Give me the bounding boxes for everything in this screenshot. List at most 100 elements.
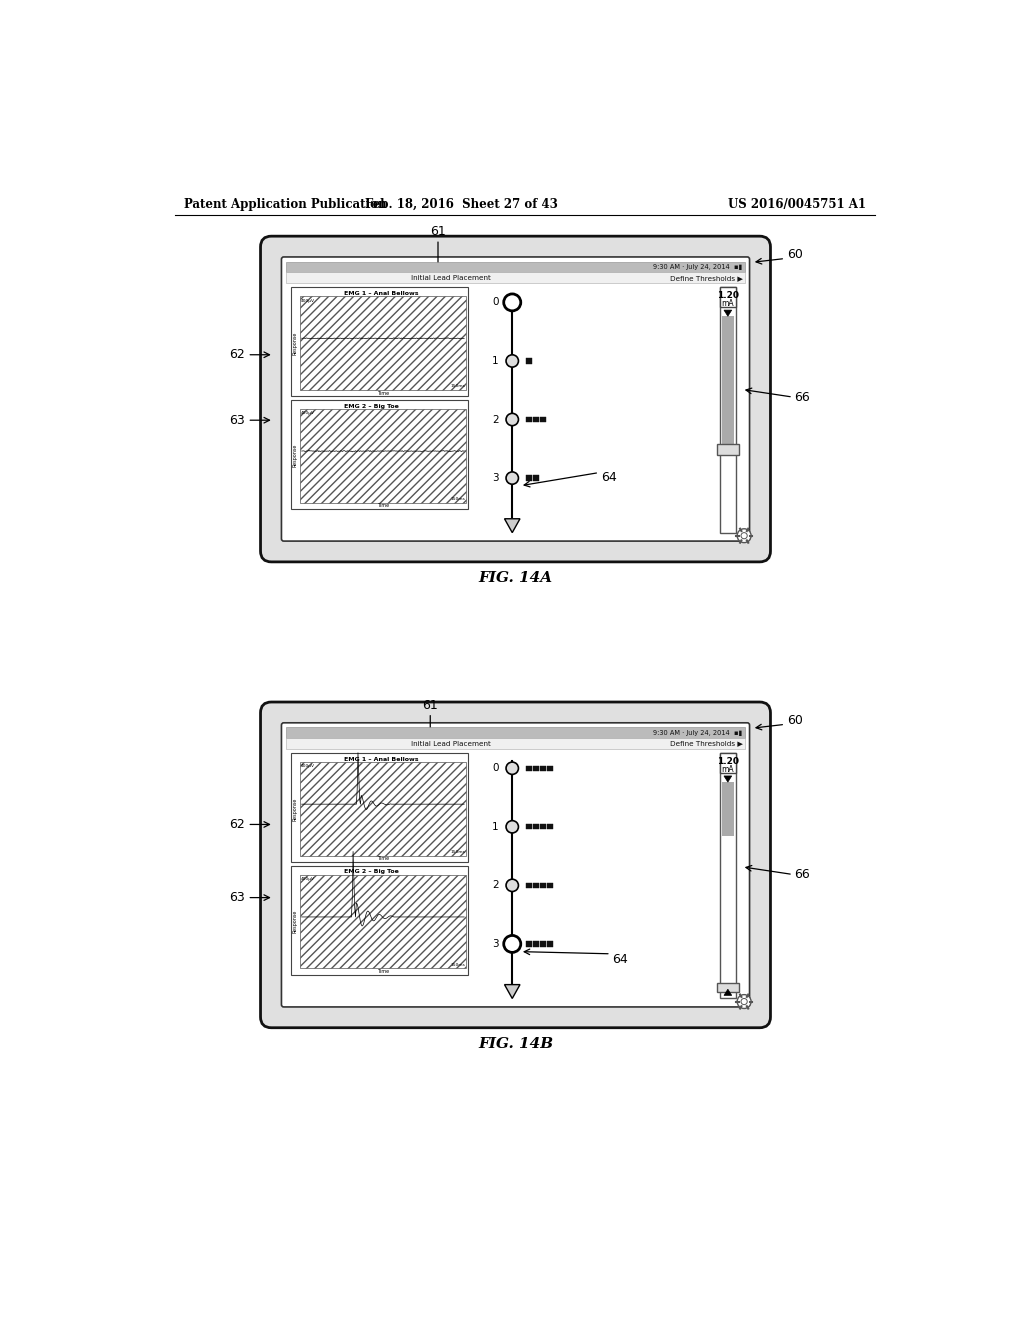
Text: Feb. 18, 2016  Sheet 27 of 43: Feb. 18, 2016 Sheet 27 of 43 xyxy=(365,198,558,211)
Circle shape xyxy=(506,413,518,425)
Circle shape xyxy=(741,532,748,539)
Text: 1.20: 1.20 xyxy=(717,756,739,766)
Bar xyxy=(540,766,546,771)
Bar xyxy=(291,400,468,508)
Bar xyxy=(526,417,531,422)
Bar xyxy=(534,824,539,829)
Circle shape xyxy=(506,879,518,891)
Bar xyxy=(534,941,539,946)
Bar xyxy=(526,766,531,771)
Text: EMG 1 – Anal Bellows: EMG 1 – Anal Bellows xyxy=(344,756,419,762)
Text: 62: 62 xyxy=(228,348,245,362)
Text: 62: 62 xyxy=(228,818,245,832)
Text: Define Thresholds ▶: Define Thresholds ▶ xyxy=(670,741,742,747)
Text: 0: 0 xyxy=(492,297,499,308)
Circle shape xyxy=(506,821,518,833)
Text: Response: Response xyxy=(293,909,298,933)
Bar xyxy=(291,752,468,862)
Text: 3: 3 xyxy=(492,939,499,949)
Bar xyxy=(300,875,466,969)
Text: 64: 64 xyxy=(612,953,628,966)
Bar xyxy=(540,417,546,422)
Bar xyxy=(540,883,546,888)
Circle shape xyxy=(737,529,751,543)
FancyBboxPatch shape xyxy=(282,723,750,1007)
Text: Response: Response xyxy=(293,797,298,821)
Bar xyxy=(717,983,738,993)
Bar xyxy=(547,824,553,829)
Text: US 2016/0045751 A1: US 2016/0045751 A1 xyxy=(728,198,866,211)
Bar xyxy=(286,272,744,284)
Polygon shape xyxy=(505,985,520,998)
Text: Initial Lead Placement: Initial Lead Placement xyxy=(412,741,492,747)
Text: 400μV: 400μV xyxy=(301,298,314,302)
Bar xyxy=(722,781,734,836)
Bar xyxy=(547,766,553,771)
Text: 1.20: 1.20 xyxy=(717,290,739,300)
Text: Define Thresholds ▶: Define Thresholds ▶ xyxy=(670,275,742,281)
Bar xyxy=(534,475,539,480)
Polygon shape xyxy=(724,776,732,781)
Text: EMG 1 – Anal Bellows: EMG 1 – Anal Bellows xyxy=(344,290,419,296)
FancyBboxPatch shape xyxy=(282,257,750,541)
Text: EMG 2 – Big Toe: EMG 2 – Big Toe xyxy=(344,870,398,874)
Text: 61: 61 xyxy=(422,698,438,711)
Bar xyxy=(534,883,539,888)
Text: 150ms: 150ms xyxy=(451,498,465,502)
Bar xyxy=(720,752,735,774)
Text: FIG. 14B: FIG. 14B xyxy=(478,1038,553,1051)
Text: 9:30 AM · July 24, 2014  ▪▮: 9:30 AM · July 24, 2014 ▪▮ xyxy=(653,264,742,271)
Text: mA: mA xyxy=(722,764,734,774)
Circle shape xyxy=(506,762,518,775)
Circle shape xyxy=(506,473,518,484)
Text: 3: 3 xyxy=(492,473,499,483)
Bar xyxy=(717,445,738,455)
Bar xyxy=(526,475,531,480)
Bar xyxy=(286,727,744,738)
Text: Time: Time xyxy=(377,857,389,862)
Bar xyxy=(526,941,531,946)
Text: 1: 1 xyxy=(492,822,499,832)
Bar xyxy=(720,286,735,533)
Text: Time: Time xyxy=(377,969,389,974)
Text: Time: Time xyxy=(377,503,389,508)
Bar xyxy=(547,941,553,946)
Text: 63: 63 xyxy=(228,413,245,426)
Circle shape xyxy=(504,294,521,312)
Text: 150ms: 150ms xyxy=(451,384,465,388)
Bar xyxy=(300,762,466,855)
Text: Patent Application Publication: Patent Application Publication xyxy=(183,198,386,211)
Bar xyxy=(534,766,539,771)
Bar xyxy=(526,883,531,888)
Text: 1: 1 xyxy=(492,356,499,366)
Bar xyxy=(540,941,546,946)
Text: Time: Time xyxy=(377,391,389,396)
Bar xyxy=(300,296,466,389)
Text: 150ms: 150ms xyxy=(451,850,465,854)
Bar xyxy=(720,752,735,998)
Bar xyxy=(526,358,531,363)
Circle shape xyxy=(506,355,518,367)
Circle shape xyxy=(504,936,521,953)
Text: 400μV: 400μV xyxy=(301,412,314,416)
Polygon shape xyxy=(724,310,732,317)
Bar xyxy=(286,738,744,748)
Bar xyxy=(286,261,744,272)
Polygon shape xyxy=(505,519,520,533)
Text: Initial Lead Placement: Initial Lead Placement xyxy=(412,275,492,281)
Text: 9:30 AM · July 24, 2014  ▪▮: 9:30 AM · July 24, 2014 ▪▮ xyxy=(653,730,742,735)
Bar xyxy=(722,317,734,450)
Bar xyxy=(720,286,735,308)
Text: 66: 66 xyxy=(795,391,810,404)
Text: 0: 0 xyxy=(492,763,499,774)
Text: 61: 61 xyxy=(430,224,445,238)
Bar xyxy=(291,286,468,396)
Text: 66: 66 xyxy=(795,869,810,880)
Bar xyxy=(547,883,553,888)
Bar xyxy=(300,409,466,503)
Text: Response: Response xyxy=(293,444,298,467)
Text: FIG. 14A: FIG. 14A xyxy=(478,572,553,585)
Circle shape xyxy=(741,998,748,1005)
Text: 400μV: 400μV xyxy=(301,764,314,768)
Text: EMG 2 – Big Toe: EMG 2 – Big Toe xyxy=(344,404,398,409)
